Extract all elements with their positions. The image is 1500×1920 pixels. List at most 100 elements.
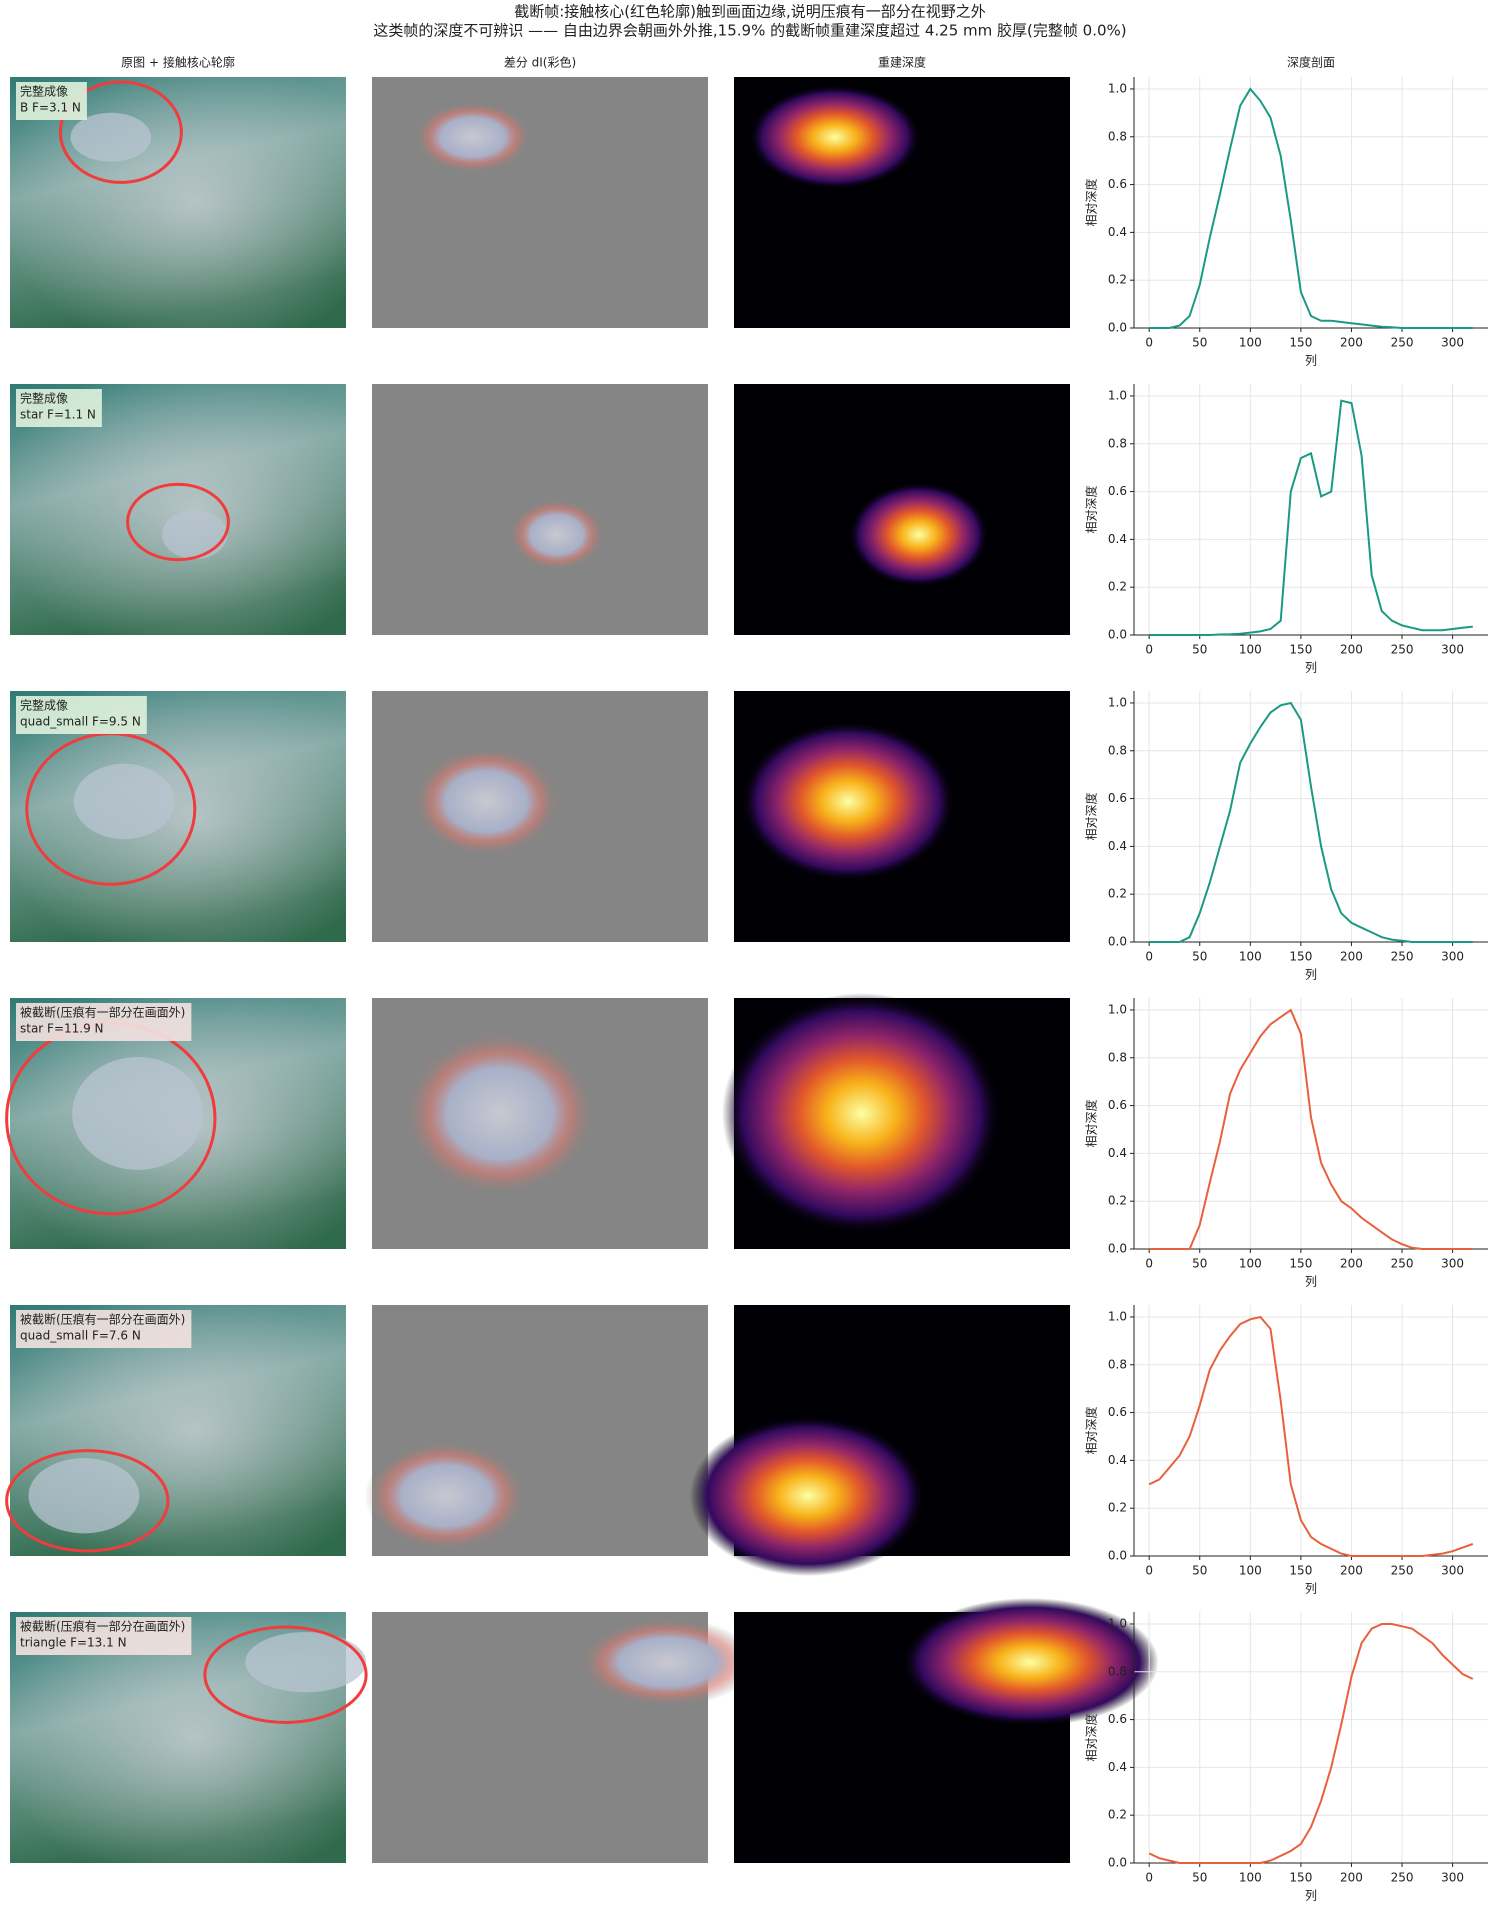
- x-tick-label: 150: [1289, 1871, 1312, 1885]
- diff-shape: [364, 1440, 528, 1551]
- x-tick-label: 100: [1239, 336, 1262, 350]
- y-tick-label: 0.0: [1108, 321, 1127, 335]
- panel-status: 完整成像: [20, 391, 68, 406]
- indent-shape: [28, 1458, 140, 1534]
- diff-shape: [403, 1030, 596, 1197]
- panel-status: 被截断(压痕有一部分在画面外): [20, 1619, 185, 1634]
- x-tick-label: 250: [1391, 1871, 1414, 1885]
- panel-status: 完整成像: [20, 698, 68, 713]
- x-tick-label: 250: [1391, 950, 1414, 964]
- y-tick-label: 1.0: [1108, 388, 1127, 402]
- panel-label: triangle F=13.1 N: [20, 1636, 127, 1650]
- y-tick-label: 0.2: [1108, 1501, 1127, 1515]
- title: 截断帧:接触核心(红色轮廓)触到画面边缘,说明压痕有一部分在视野之外: [514, 3, 986, 21]
- x-tick-label: 50: [1192, 1871, 1207, 1885]
- x-axis-label: 列: [1305, 1889, 1317, 1903]
- indent-shape: [73, 763, 175, 840]
- x-axis-label: 列: [1305, 354, 1317, 368]
- x-tick-label: 50: [1192, 950, 1207, 964]
- y-axis-label: 相对深度: [1084, 485, 1099, 533]
- x-tick-label: 150: [1289, 336, 1312, 350]
- panel-status: 完整成像: [20, 84, 68, 99]
- y-tick-label: 0.0: [1108, 1856, 1127, 1870]
- x-tick-label: 50: [1192, 336, 1207, 350]
- x-axis-label: 列: [1305, 1275, 1317, 1289]
- x-tick-label: 200: [1340, 1871, 1363, 1885]
- indent-shape: [70, 112, 152, 162]
- x-tick-label: 250: [1391, 643, 1414, 657]
- panel-status: 被截断(压痕有一部分在画面外): [20, 1005, 185, 1020]
- diff-shape: [578, 1618, 757, 1707]
- profile-line: [1149, 1008, 1473, 1250]
- x-axis-label: 列: [1305, 968, 1317, 982]
- x-tick-label: 300: [1441, 950, 1464, 964]
- indent-shape: [245, 1632, 367, 1693]
- y-tick-label: 0.4: [1108, 839, 1127, 853]
- y-tick-label: 1.0: [1108, 695, 1127, 709]
- y-tick-label: 0.0: [1108, 1242, 1127, 1256]
- x-axis-label: 列: [1305, 1582, 1317, 1596]
- y-tick-label: 0.2: [1108, 580, 1127, 594]
- y-tick-label: 1.0: [1108, 81, 1127, 95]
- y-axis-label: 相对深度: [1084, 792, 1099, 840]
- depth-blob: [721, 992, 1002, 1234]
- column-header: 深度剖面: [1287, 55, 1335, 70]
- x-tick-label: 150: [1289, 1564, 1312, 1578]
- depth-blob: [689, 1415, 927, 1577]
- column-header: 差分 dI(彩色): [504, 56, 576, 70]
- profile-line: [1149, 87, 1473, 329]
- x-tick-label: 250: [1391, 1257, 1414, 1271]
- subtitle: 这类帧的深度不可辨识 —— 自由边界会朝画外外推,15.9% 的截断帧重建深度超…: [373, 22, 1126, 40]
- x-tick-label: 0: [1145, 1257, 1153, 1271]
- x-tick-label: 100: [1239, 1564, 1262, 1578]
- x-tick-label: 300: [1441, 336, 1464, 350]
- label-box: [16, 1617, 192, 1655]
- y-tick-label: 0.4: [1108, 532, 1127, 546]
- panel-label: quad_small F=9.5 N: [20, 715, 141, 729]
- x-tick-label: 0: [1145, 950, 1153, 964]
- x-tick-label: 0: [1145, 1871, 1153, 1885]
- x-tick-label: 200: [1340, 1257, 1363, 1271]
- contact-contour: [5, 1449, 170, 1553]
- y-tick-label: 0.8: [1108, 129, 1127, 143]
- y-tick-label: 0.2: [1108, 273, 1127, 287]
- panel-label: star F=11.9 N: [20, 1022, 104, 1036]
- x-tick-label: 200: [1340, 950, 1363, 964]
- x-tick-label: 0: [1145, 643, 1153, 657]
- x-tick-label: 0: [1145, 336, 1153, 350]
- y-tick-label: 0.4: [1108, 1760, 1127, 1774]
- x-tick-label: 100: [1239, 1257, 1262, 1271]
- x-tick-label: 100: [1239, 950, 1262, 964]
- indent-shape: [72, 1056, 204, 1170]
- diff-shape: [413, 101, 532, 174]
- depth-blob: [740, 721, 956, 882]
- panel-label: star F=1.1 N: [20, 408, 96, 422]
- depth-blob: [848, 482, 989, 587]
- panel-status: 被截断(压痕有一部分在画面外): [20, 1312, 185, 1327]
- y-tick-label: 0.6: [1108, 1405, 1127, 1419]
- x-axis-label: 列: [1305, 661, 1317, 675]
- y-axis-label: 相对深度: [1084, 178, 1099, 226]
- y-tick-label: 0.6: [1108, 1098, 1127, 1112]
- y-tick-label: 0.4: [1108, 225, 1127, 239]
- profile-line: [1148, 1623, 1474, 1864]
- x-tick-label: 300: [1441, 1871, 1464, 1885]
- y-axis-label: 相对深度: [1084, 1099, 1099, 1147]
- y-tick-label: 0.2: [1108, 1194, 1127, 1208]
- y-tick-label: 0.6: [1108, 484, 1127, 498]
- y-tick-label: 0.6: [1108, 791, 1127, 805]
- indent-shape: [162, 510, 228, 560]
- panel-label: B F=3.1 N: [20, 101, 81, 115]
- depth-blob: [748, 85, 921, 190]
- column-header: 重建深度: [878, 55, 926, 70]
- y-tick-label: 0.0: [1108, 1549, 1127, 1563]
- diff-shape: [412, 746, 561, 857]
- y-axis-label: 相对深度: [1084, 1406, 1099, 1454]
- y-tick-label: 0.0: [1108, 935, 1127, 949]
- contact-contour: [203, 1625, 368, 1724]
- y-tick-label: 0.4: [1108, 1146, 1127, 1160]
- x-tick-label: 150: [1289, 950, 1312, 964]
- x-tick-label: 250: [1391, 336, 1414, 350]
- diff-image: [372, 77, 708, 328]
